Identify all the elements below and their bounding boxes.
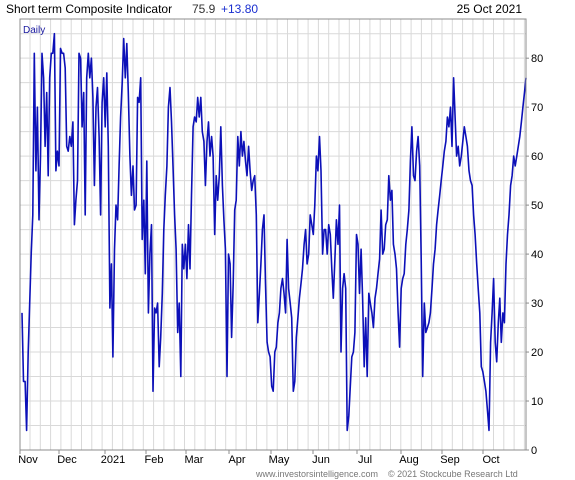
y-tick-label: 60 [531,151,543,163]
x-tick-label: Jun [312,454,330,466]
x-tick-label: Aug [399,454,419,466]
y-axis: 0 10 20 30 40 50 60 70 80 [526,53,543,457]
plot-frame [19,18,527,451]
x-tick-label: May [269,454,290,466]
footer-copyright: © 2021 Stockcube Research Ltd [388,469,518,479]
x-axis: Nov Dec 2021 Feb Mar Apr May Jun Jul Aug Sep Oct [18,450,500,466]
x-tick-label: Apr [228,454,245,466]
interval-label: Daily [23,25,45,36]
x-tick-label: Jul [358,454,372,466]
y-tick-label: 40 [531,249,543,261]
y-tick-label: 20 [531,347,543,359]
x-tick-label: Feb [145,454,164,466]
chart-title: Short term Composite Indicator [6,2,172,16]
y-tick-label: 50 [531,200,543,212]
x-tick-label: Sep [440,454,460,466]
x-tick-label: Dec [57,454,77,466]
x-tick-label: Nov [18,454,38,466]
series-line [21,32,527,432]
y-tick-label: 0 [531,445,537,457]
indicator-change: +13.80 [221,2,258,16]
x-tick-label: 2021 [101,454,125,466]
chart-date: 25 Oct 2021 [457,2,523,16]
y-tick-label: 80 [531,53,543,65]
x-tick-label: Mar [185,454,204,466]
y-tick-label: 10 [531,396,543,408]
footer-source: www.investorsintelligence.com [255,469,378,479]
indicator-value: 75.9 [192,2,216,16]
y-tick-label: 70 [531,102,543,114]
x-tick-label: Oct [482,454,499,466]
y-tick-label: 30 [531,298,543,310]
